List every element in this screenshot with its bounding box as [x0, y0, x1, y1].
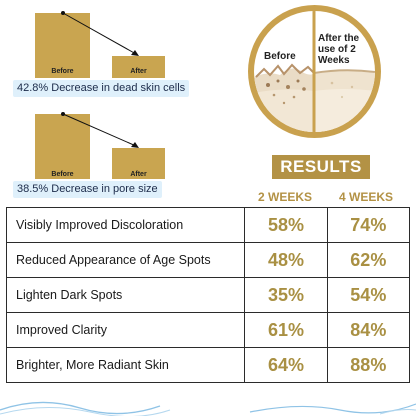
chart2-trend-arrow	[61, 112, 139, 148]
results-table: Visibly Improved Discoloration 58% 74% R…	[5, 207, 411, 383]
row-label: Lighten Dark Spots	[5, 277, 246, 313]
table-row: Visibly Improved Discoloration 58% 74%	[5, 207, 411, 243]
chart1-before-label: Before	[51, 68, 74, 75]
table-row: Reduced Appearance of Age Spots 48% 62%	[5, 242, 411, 278]
table-row: Brighter, More Radiant Skin 64% 88%	[5, 347, 411, 383]
week2-value: 64%	[244, 347, 328, 383]
row-label: Improved Clarity	[5, 312, 246, 348]
week2-value: 61%	[244, 312, 328, 348]
skin-layer-illustration	[254, 11, 375, 132]
chart1-trend-arrow	[61, 11, 139, 56]
chart2-after-bar	[112, 148, 165, 179]
chart2-caption: 38.5% Decrease in pore size	[13, 181, 162, 198]
week2-value: 48%	[244, 242, 328, 278]
week4-value: 84%	[326, 312, 411, 348]
row-label: Visibly Improved Discoloration	[5, 207, 246, 243]
column-4-weeks: 4 WEEKS	[338, 190, 393, 204]
chart1-after-bar	[112, 56, 165, 78]
chart2-after-label: After	[130, 171, 147, 178]
row-label: Reduced Appearance of Age Spots	[5, 242, 246, 278]
after-label: After the use of 2 Weeks	[318, 33, 360, 66]
week4-value: 88%	[326, 347, 411, 383]
chart2-before-label: Before	[51, 171, 74, 178]
week4-value: 62%	[326, 242, 411, 278]
chart1-caption: 42.8% Decrease in dead skin cells	[13, 80, 190, 97]
table-row: Improved Clarity 61% 84%	[5, 312, 411, 348]
week4-value: 54%	[326, 277, 411, 313]
chart1-after-label: After	[130, 68, 147, 75]
chart1-before-bar	[35, 13, 90, 78]
skin-comparison-circle: Before After the use of 2 Weeks	[248, 5, 381, 138]
week2-value: 58%	[244, 207, 328, 243]
before-label: Before	[264, 51, 296, 62]
row-label: Brighter, More Radiant Skin	[5, 347, 246, 383]
results-title: RESULTS	[272, 155, 370, 179]
decorative-wave	[0, 401, 416, 416]
week2-value: 35%	[244, 277, 328, 313]
table-row: Lighten Dark Spots 35% 54%	[5, 277, 411, 313]
week4-value: 74%	[326, 207, 411, 243]
column-2-weeks: 2 WEEKS	[257, 190, 312, 204]
chart2-before-bar	[35, 114, 90, 179]
